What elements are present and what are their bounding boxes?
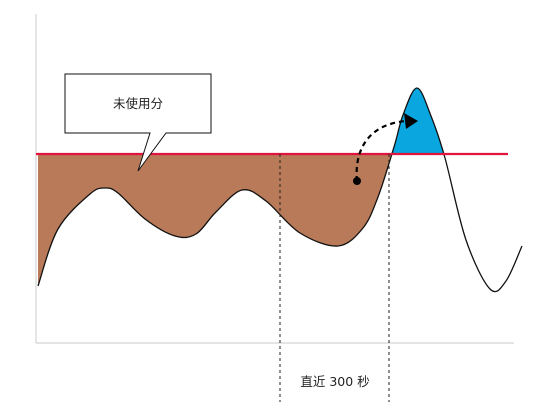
callout-text: 未使用分 [113,96,163,111]
callout-box [64,73,212,172]
arrow-head-icon [404,113,418,129]
unused-capacity-area [38,154,392,286]
carryover-arrow [353,113,418,185]
usage-curve [37,87,523,293]
unused-callout: 未使用分 [64,73,212,172]
burst-usage-area [391,87,444,154]
arrow-curve [355,119,407,182]
window-label: 直近 300 秒 [300,374,369,389]
